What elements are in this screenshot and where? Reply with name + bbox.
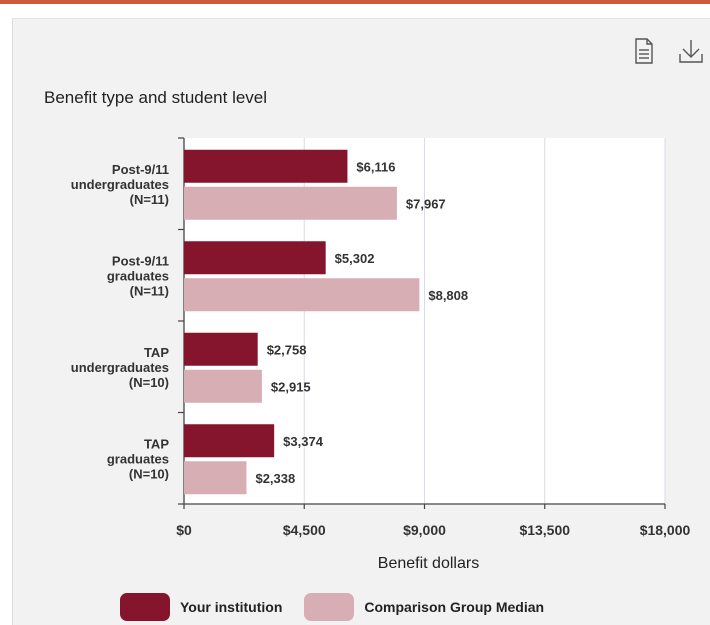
category-label: Post-9/11 xyxy=(112,162,169,177)
bar xyxy=(184,461,247,495)
legend-swatch-comparison-group-median xyxy=(304,593,355,621)
data-label: $8,808 xyxy=(428,288,468,303)
x-tick-label: $0 xyxy=(176,522,192,538)
bar xyxy=(184,369,262,403)
data-label: $5,302 xyxy=(335,251,375,266)
data-label: $2,758 xyxy=(267,342,307,357)
legend-label-comparison-group-median: Comparison Group Median xyxy=(364,599,545,615)
top-accent-rule xyxy=(0,0,710,4)
chart-title: Benefit type and student level xyxy=(44,88,268,107)
download-button[interactable] xyxy=(678,34,704,68)
category-label: (N=10) xyxy=(129,466,169,481)
bar xyxy=(184,186,397,220)
category-label: undergraduates xyxy=(71,177,169,192)
category-label: (N=11) xyxy=(130,283,169,298)
x-tick-label: $13,500 xyxy=(519,522,570,538)
x-tick-label: $9,000 xyxy=(403,522,446,538)
bar xyxy=(184,424,275,458)
legend-swatch-your-institution xyxy=(120,593,170,621)
data-label: $7,967 xyxy=(406,196,446,211)
bar xyxy=(184,332,258,366)
bar xyxy=(184,241,326,275)
category-label: TAP xyxy=(144,345,169,360)
chart-legend: Your institution Comparison Group Median xyxy=(120,592,566,622)
data-label: $2,915 xyxy=(271,379,311,394)
bar xyxy=(184,149,348,183)
bar xyxy=(184,278,420,312)
download-icon xyxy=(679,40,703,63)
category-label: Post-9/11 xyxy=(112,253,169,268)
x-axis-label: Benefit dollars xyxy=(378,555,479,572)
category-label: undergraduates xyxy=(71,360,169,375)
view-data-table-button[interactable] xyxy=(631,34,657,68)
data-label: $3,374 xyxy=(283,434,324,449)
category-label: (N=10) xyxy=(129,375,169,390)
legend-item-comparison-group-median[interactable]: Comparison Group Median xyxy=(304,593,544,621)
legend-label-your-institution: Your institution xyxy=(180,599,283,615)
x-tick-label: $4,500 xyxy=(283,522,326,538)
category-label: graduates xyxy=(107,268,169,283)
category-label: graduates xyxy=(107,451,169,466)
category-label: TAP xyxy=(144,436,169,451)
data-label: $6,116 xyxy=(356,159,395,174)
category-label: (N=11) xyxy=(130,192,169,207)
document-icon xyxy=(635,38,653,64)
x-tick-label: $18,000 xyxy=(640,522,691,538)
data-label: $2,338 xyxy=(255,471,295,486)
legend-item-your-institution[interactable]: Your institution xyxy=(120,593,282,621)
